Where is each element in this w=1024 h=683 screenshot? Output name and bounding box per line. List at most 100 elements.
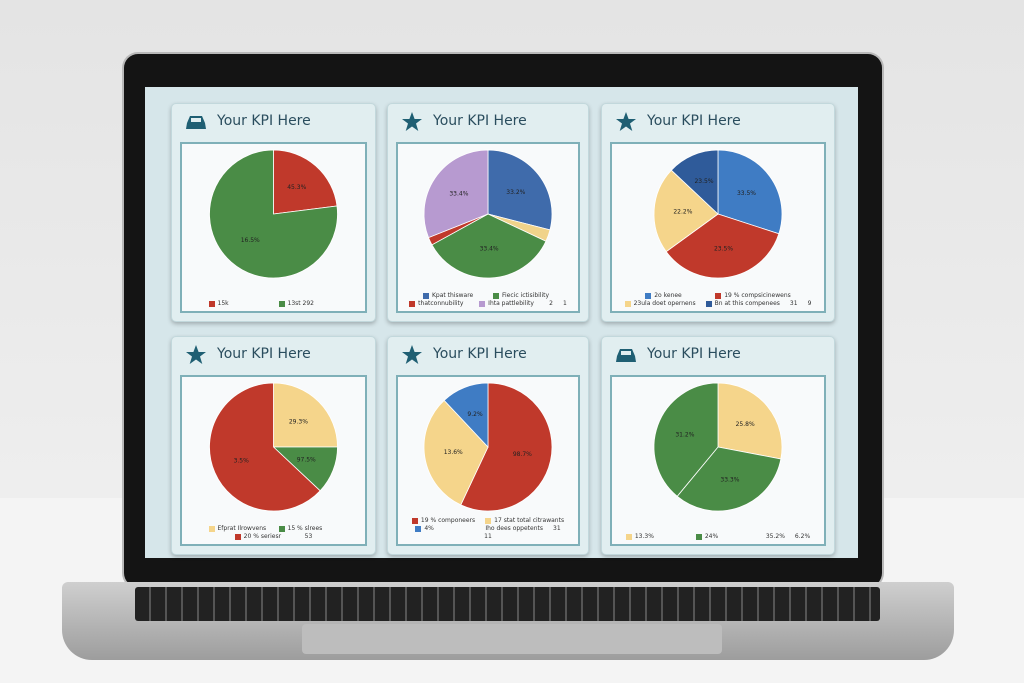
card-title: Your KPI Here: [433, 113, 527, 129]
icon: [186, 116, 206, 129]
car-icon: [616, 349, 636, 362]
legend: Kpat thisware Fiecic ictisibility thatconn…: [398, 292, 578, 307]
legend-label: 17 stat total citrawants: [494, 517, 565, 524]
legend-note: 53: [304, 533, 313, 540]
legend-item: 24%: [695, 533, 756, 540]
legend-label: thatconnubility: [418, 300, 464, 307]
legend-item: 13st 292: [278, 300, 339, 307]
pie-slice: [423, 399, 489, 506]
legend-swatch: [278, 525, 285, 532]
legend-item: 19 % componeers: [411, 517, 476, 524]
pie-chart: 45.3% 16.5%: [209, 149, 338, 279]
kpi-card: Your KPI Here 45.3% 16.5% 15k 13st 292: [171, 103, 376, 322]
legend-item: 19 % compsicinewens: [715, 292, 791, 299]
legend-label: Ihta pattlebility: [488, 300, 534, 307]
touchpad: [302, 624, 722, 654]
legend-label: 24%: [704, 533, 719, 540]
legend-note: 6.2%: [794, 533, 811, 540]
legend: 2o kenee 19 % compsicinewens 23ula doet op…: [612, 292, 824, 307]
legend-swatch: [415, 525, 422, 532]
slice-label: 33.3%: [720, 477, 739, 484]
legend-item: thatconnubility: [409, 300, 469, 307]
legend-swatch: [645, 292, 652, 299]
slice-label: 16.5%: [241, 237, 260, 244]
legend-swatch: [234, 533, 241, 540]
pie-slice: [423, 149, 489, 239]
legend: 15k 13st 292: [182, 300, 365, 307]
legend-swatch: [705, 300, 712, 307]
slice-label: 3.5%: [234, 457, 250, 464]
chart-box: 29.3% 97.5% 3.5% Efprat Ilrowvens 15 % slree…: [180, 375, 367, 546]
legend-label: 15 % slrees: [287, 525, 323, 532]
pie-slice: [717, 382, 783, 460]
star-icon: [616, 112, 636, 131]
slice-label: 13.6%: [444, 449, 463, 456]
pie-slice: [665, 213, 780, 279]
legend-swatch: [409, 300, 416, 307]
legend-swatch: [715, 292, 722, 299]
legend-swatch: [411, 517, 418, 524]
legend-item: Bn at this compenees: [705, 300, 780, 307]
screen: Your KPI Here 45.3% 16.5% 15k 13st 292 Your K…: [145, 87, 858, 558]
legend-swatch: [208, 300, 215, 307]
legend-swatch: [423, 292, 429, 299]
legend-label: 2o kenee: [654, 292, 682, 299]
legend-swatch: [695, 533, 702, 540]
car-window: [191, 118, 201, 122]
slice-label: 9.2%: [467, 411, 483, 418]
keyboard: [135, 587, 880, 621]
chart-box: 98.7% 13.6% 9.2% 19 % componeers 17 stat tot…: [396, 375, 580, 546]
legend-item: Fiecic ictisibility: [493, 292, 553, 299]
legend-note: 11: [484, 533, 492, 540]
slice-label: 22.2%: [673, 208, 692, 215]
pie-slice: [653, 169, 719, 253]
legend-note: 9: [807, 300, 812, 307]
legend-item: 2o kenee: [645, 292, 705, 299]
legend-item: Kpat thisware: [423, 292, 483, 299]
pie-chart: 25.8% 33.3% 31.2%: [653, 382, 783, 512]
legend-item: Ihta pattlebility: [479, 300, 539, 307]
slice-label: 33.4%: [449, 191, 468, 198]
kpi-card: Your KPI Here 25.8% 33.3% 31.2% 13.3% 24% 35.2…: [601, 336, 835, 555]
icon: [186, 345, 206, 364]
legend-swatch: [624, 300, 631, 307]
legend-label: Fiecic ictisibility: [502, 292, 550, 299]
pie-slice: [431, 213, 547, 279]
legend-note: 31: [789, 300, 798, 307]
chart-box: 25.8% 33.3% 31.2% 13.3% 24% 35.2% 6.2%: [610, 375, 826, 546]
legend-swatch: [278, 300, 285, 307]
legend-note: 31: [553, 525, 561, 532]
card-title: Your KPI Here: [647, 346, 741, 362]
legend-item: 13.3%: [625, 533, 686, 540]
legend-label: 19 % componeers: [420, 517, 476, 524]
star-icon: [402, 345, 422, 364]
slice-label: 25.8%: [736, 421, 755, 428]
legend-swatch: [625, 533, 632, 540]
icon: [616, 112, 636, 131]
star-icon: [402, 112, 422, 131]
slice-label: 33.2%: [506, 189, 525, 196]
legend-note: 1: [563, 300, 567, 307]
pie-slice: [273, 382, 338, 448]
legend: 13.3% 24% 35.2% 6.2%: [612, 533, 824, 540]
legend-swatch: [208, 525, 215, 532]
legend-note: 35.2%: [765, 533, 785, 540]
legend-label: 15k: [217, 300, 229, 307]
pie-slice: [717, 149, 783, 235]
slice-label: 29.3%: [289, 419, 308, 426]
legend-item: 15k: [208, 300, 269, 307]
legend-swatch: [493, 292, 499, 299]
legend: 19 % componeers 17 stat total citrawants 4…: [398, 517, 578, 540]
slice-label: 98.7%: [513, 451, 532, 458]
pie-slice: [676, 446, 782, 512]
legend-swatch: [479, 300, 486, 307]
pie-slice: [487, 149, 553, 231]
slice-label: 31.2%: [675, 432, 694, 439]
legend-label: 13.3%: [634, 533, 654, 540]
pie-chart: 98.7% 13.6% 9.2%: [423, 382, 553, 512]
slice-label: 33.5%: [737, 190, 756, 197]
chart-box: 33.5% 23.5% 22.2% 23.5% 2o kenee 19 % compsic…: [610, 142, 826, 313]
pie-chart: 29.3% 97.5% 3.5%: [209, 382, 338, 512]
car-icon: [186, 116, 206, 129]
pie-chart: 33.2% 33.4% 33.4%: [423, 149, 553, 279]
